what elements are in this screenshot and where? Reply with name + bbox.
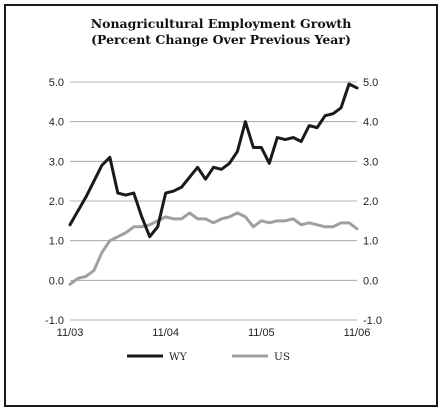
chart-frame [4, 4, 438, 407]
chart-title: Nonagricultural Employment Growth [90, 16, 352, 31]
y-tick-label-left: 5.0 [49, 77, 64, 89]
y-tick-label-right: 2.0 [363, 196, 378, 208]
y-tick-label-right: 1.0 [363, 236, 378, 248]
y-tick-label-left: -1.0 [45, 315, 64, 327]
y-tick-label-left: 2.0 [49, 196, 64, 208]
x-tick-label: 11/03 [57, 327, 84, 339]
chart-subtitle: (Percent Change Over Previous Year) [91, 32, 351, 47]
y-tick-label-right: 4.0 [363, 117, 378, 129]
x-tick-label: 11/05 [248, 327, 275, 339]
series-line-wy [68, 82, 359, 239]
y-tick-label-right: -1.0 [363, 315, 382, 327]
y-tick-label-left: 3.0 [49, 156, 64, 168]
series-line-us [68, 211, 359, 286]
y-tick-label-right: 5.0 [363, 77, 378, 89]
x-tick-label: 11/04 [152, 327, 179, 339]
y-tick-label-right: 3.0 [363, 156, 378, 168]
y-tick-label-left: 1.0 [49, 236, 64, 248]
y-tick-label-left: 4.0 [49, 117, 64, 129]
y-tick-label-right: 0.0 [363, 275, 378, 287]
legend-label-wy: WY [169, 351, 188, 363]
y-tick-label-left: 0.0 [49, 275, 64, 287]
legend-label-us: US [274, 351, 290, 363]
x-tick-label: 11/06 [344, 327, 371, 339]
chart-title-block: Nonagricultural Employment Growth (Perce… [0, 16, 442, 48]
